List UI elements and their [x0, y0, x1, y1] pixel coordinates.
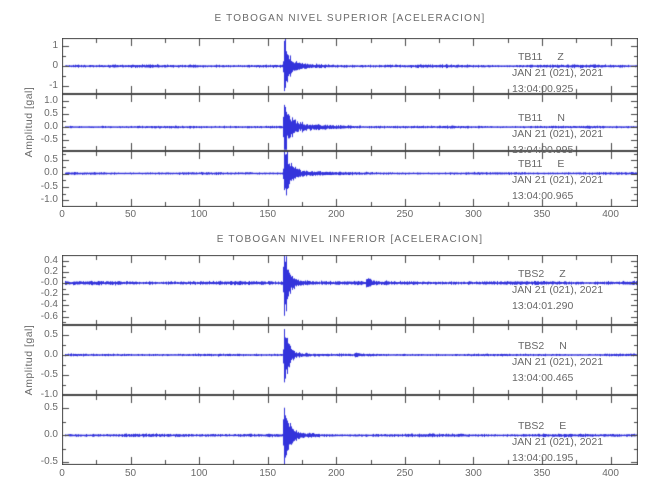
- trace-date: JAN 21 (021), 2021: [512, 128, 604, 141]
- component-code: Z: [557, 51, 564, 64]
- x-tick-label: 250: [396, 209, 414, 220]
- y-tick-label: -0.6: [40, 310, 58, 322]
- x-tick-label: 50: [125, 209, 137, 220]
- station-component-label: TB11 N: [512, 110, 647, 126]
- trace-start-time: 13:04:01.290: [512, 300, 574, 312]
- y-tick-label: 0.0: [44, 121, 58, 133]
- y-tick-label: 0.2: [44, 265, 58, 277]
- component-code: E: [559, 420, 567, 433]
- station-code: TBS2: [518, 268, 545, 280]
- y-tick-label: -0.5: [40, 369, 58, 380]
- trace-date: JAN 21 (021), 2021: [512, 436, 604, 449]
- y-tick-label: 0.5: [44, 154, 58, 166]
- y-tick-label: -0.5: [40, 134, 58, 146]
- x-tick-label: 200: [327, 468, 345, 479]
- x-tick-label: 400: [602, 209, 619, 220]
- station-code: TBS2: [518, 420, 545, 433]
- trace-start-time: 13:04:00.465: [512, 372, 574, 384]
- waveform-plot-superior: [62, 38, 638, 207]
- x-tick-label: 100: [190, 468, 208, 479]
- station-code: TB11: [518, 112, 543, 125]
- component-code: Z: [559, 268, 566, 280]
- trace-label-block: TB11 N JAN 21 (021), 2021 13:04:00.995: [512, 110, 647, 158]
- y-tick-label: 0.0: [44, 167, 58, 179]
- station-component-label: TBS2 Z: [512, 266, 647, 282]
- x-tick-label: 400: [602, 468, 619, 479]
- trace-date: JAN 21 (021), 2021: [512, 356, 604, 368]
- panel-inferior-title: E TOBOGAN NIVEL INFERIOR [ACELERACION]: [216, 234, 484, 245]
- x-tick-label: 300: [465, 209, 482, 220]
- station-component-label: TB11 Z: [512, 49, 647, 65]
- y-tick-label: -0.2: [40, 288, 58, 300]
- y-tick-label: 0.5: [44, 107, 58, 119]
- station-component-label: TBS2 N: [512, 338, 647, 354]
- y-tick-label: 0.0: [44, 349, 58, 360]
- x-tick-label: 350: [533, 468, 551, 479]
- y-axis-label-superior: Amplitud [gal]: [23, 86, 35, 158]
- x-tick-label: 250: [396, 468, 414, 479]
- trace-start-time: 13:04:00.195: [512, 452, 574, 465]
- trace-label-block: TBS2 E JAN 21 (021), 2021 13:04:00.195: [512, 418, 647, 466]
- y-tick-label: 1: [52, 40, 58, 52]
- station-component-label: TBS2 E: [512, 418, 647, 434]
- x-tick-label: 100: [190, 209, 208, 220]
- trace-label-block: TB11 Z JAN 21 (021), 2021 13:04:00.925: [512, 49, 647, 97]
- x-tick-label: 300: [465, 468, 482, 479]
- y-tick-label: 1.0: [44, 94, 58, 106]
- y-tick-label: 0.4: [44, 254, 58, 266]
- y-tick-label: -0.4: [40, 299, 58, 311]
- trace-date: JAN 21 (021), 2021: [512, 67, 604, 80]
- y-tick-label: 0.5: [44, 402, 58, 414]
- station-component-label: TB11 E: [512, 156, 647, 172]
- y-tick-label: -0.0: [40, 277, 58, 288]
- component-code: N: [557, 112, 565, 125]
- trace-label-block: TBS2 Z JAN 21 (021), 2021 13:04:01.290: [512, 266, 647, 314]
- station-code: TB11: [518, 158, 543, 171]
- trace-start-time: 13:04:00.995: [512, 144, 574, 157]
- x-tick-label: 0: [59, 209, 65, 220]
- x-tick-label: 200: [327, 209, 345, 220]
- y-tick-label: 0.5: [44, 329, 58, 340]
- x-tick-label: 150: [259, 468, 277, 479]
- station-code: TB11: [518, 51, 543, 64]
- x-tick-label: 0: [59, 468, 65, 479]
- component-code: N: [559, 340, 567, 352]
- trace-date: JAN 21 (021), 2021: [512, 174, 604, 187]
- component-code: E: [557, 158, 565, 171]
- y-axis-label-inferior: Amplitud [gal]: [23, 324, 35, 396]
- x-tick-label: 350: [533, 209, 551, 220]
- x-tick-label: 50: [125, 468, 137, 479]
- y-tick-label: 0: [52, 60, 58, 72]
- x-tick-label: 150: [259, 209, 277, 220]
- y-tick-label: 0.0: [44, 429, 58, 441]
- panel-superior-title: E TOBOGAN NIVEL SUPERIOR [ACELERACION]: [214, 13, 486, 24]
- y-tick-label: -1: [49, 80, 58, 92]
- y-tick-label: -0.5: [40, 180, 58, 192]
- trace-date: JAN 21 (021), 2021: [512, 284, 604, 296]
- trace-label-block: TB11 E JAN 21 (021), 2021 13:04:00.965: [512, 156, 647, 204]
- waveform-plot-inferior: [62, 255, 638, 465]
- y-tick-label: -1.0: [40, 194, 58, 206]
- trace-label-block: TBS2 N JAN 21 (021), 2021 13:04:00.465: [512, 338, 647, 386]
- station-code: TBS2: [518, 340, 545, 352]
- trace-start-time: 13:04:00.925: [512, 83, 574, 96]
- y-tick-label: -1.0: [40, 389, 58, 400]
- y-tick-label: -0.5: [40, 456, 58, 468]
- trace-start-time: 13:04:00.965: [512, 190, 574, 203]
